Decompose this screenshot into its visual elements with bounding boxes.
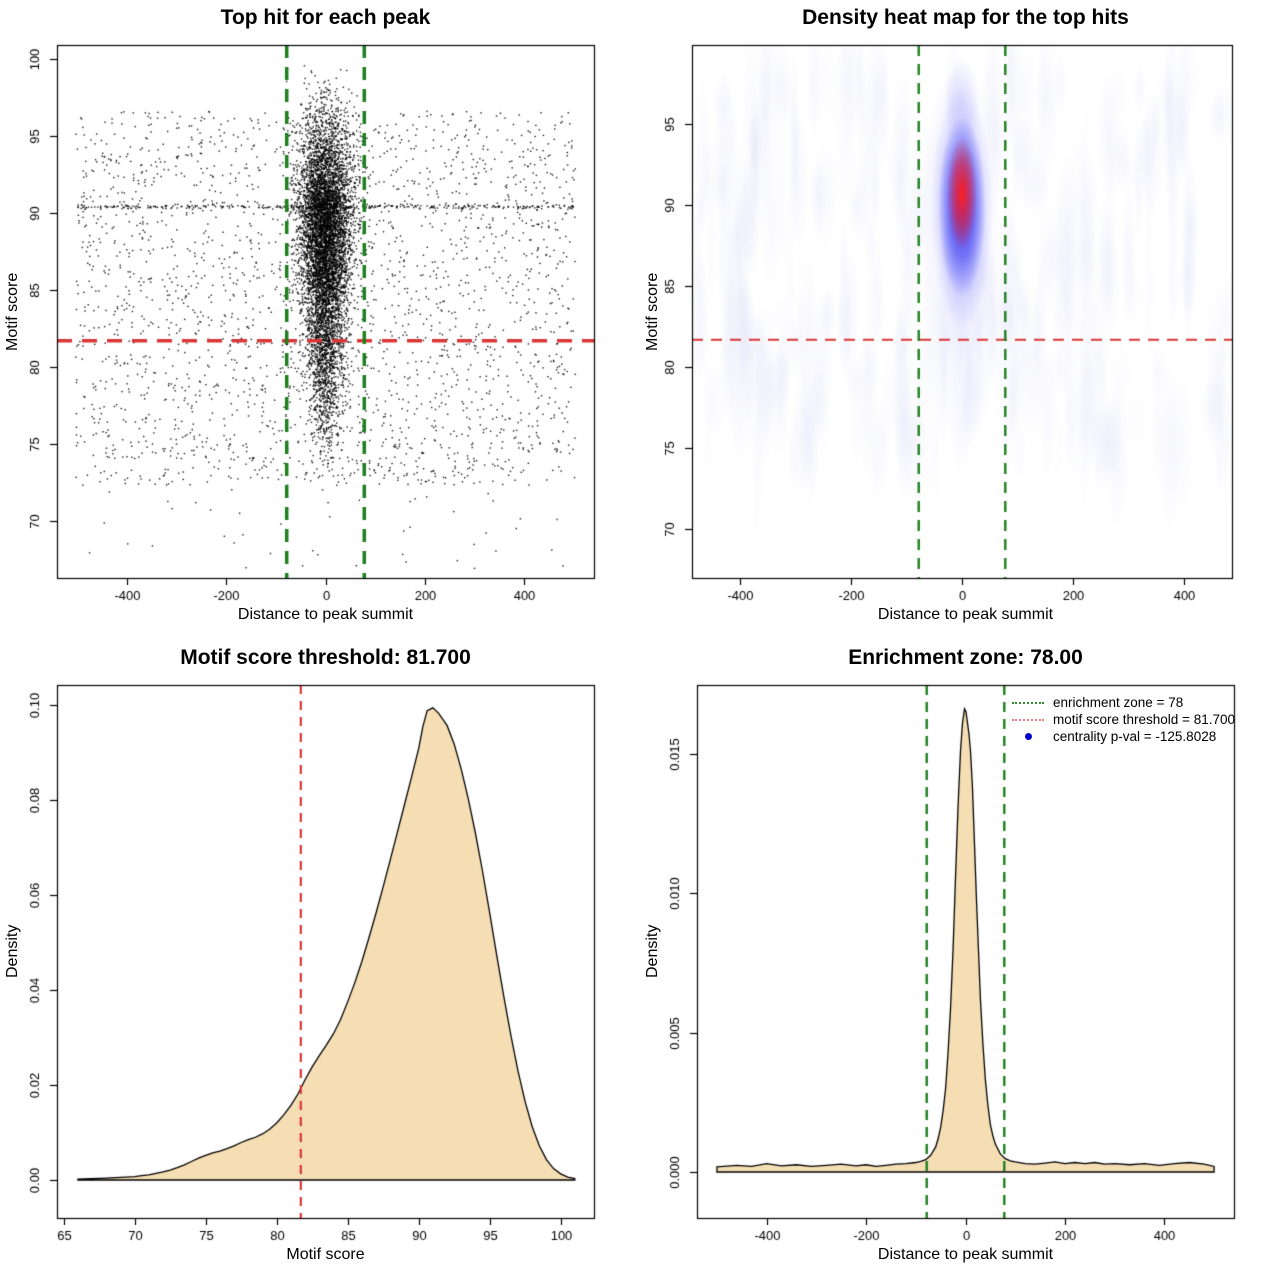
motif-score-density-y-axis-label: Density [4, 924, 21, 979]
scatter-plot-canvas [0, 0, 640, 640]
blue-dot-icon [1024, 733, 1032, 740]
legend-label-motif-score-threshold: motif score threshold = 81.700 [1053, 712, 1235, 727]
scatter-title: Top hit for each peak [220, 6, 431, 29]
enrichment-zone-x-axis-label: Distance to peak summit [877, 1246, 1054, 1263]
heatmap-plot-canvas [640, 0, 1280, 640]
enrichment-zone-density-canvas [640, 640, 1280, 1280]
scatter-x-axis-label: Distance to peak summit [237, 606, 414, 623]
motif-threshold-dotted-line-swatch [1012, 718, 1044, 721]
panel-heatmap: Density heat map for the top hits Distan… [640, 0, 1280, 640]
legend-label-centrality-pval: centrality p-val = -125.8028 [1053, 729, 1217, 744]
legend-item-centrality-pval: centrality p-val = -125.8028 [1012, 728, 1232, 745]
legend-item-enrichment-zone: enrichment zone = 78 [1012, 694, 1232, 711]
enrichment-zone-dotted-line-swatch [1012, 701, 1044, 704]
enrichment-zone-y-axis-label: Density [644, 924, 661, 979]
scatter-y-axis-label: Motif score [4, 272, 21, 351]
heatmap-x-axis-label: Distance to peak summit [877, 606, 1054, 623]
centrality-pval-dot-swatch [1012, 733, 1044, 740]
panel-enrichment-zone-density: Enrichment zone: 78.00 Distance to peak … [640, 640, 1280, 1280]
motif-score-density-canvas [0, 640, 640, 1280]
panel-motif-score-density: Motif score threshold: 81.700 Motif scor… [0, 640, 640, 1280]
heatmap-title: Density heat map for the top hits [802, 6, 1129, 29]
enrichment-zone-title: Enrichment zone: 78.00 [848, 646, 1083, 669]
heatmap-y-axis-label: Motif score [644, 272, 661, 351]
motif-score-density-x-axis-label: Motif score [286, 1246, 365, 1263]
motif-score-density-title: Motif score threshold: 81.700 [180, 646, 471, 669]
legend: enrichment zone = 78 motif score thresho… [1012, 694, 1235, 745]
panel-scatter: Top hit for each peak Distance to peak s… [0, 0, 640, 640]
legend-item-motif-score-threshold: motif score threshold = 81.700 [1012, 711, 1235, 728]
legend-label-enrichment-zone: enrichment zone = 78 [1053, 695, 1184, 710]
